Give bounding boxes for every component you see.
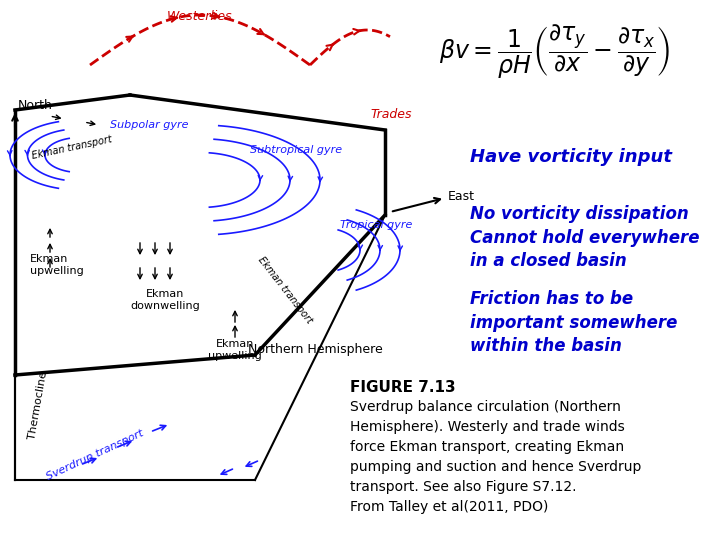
Text: Subtropical gyre: Subtropical gyre [250, 145, 342, 155]
Text: No vorticity dissipation
Cannot hold everywhere
in a closed basin: No vorticity dissipation Cannot hold eve… [470, 205, 700, 270]
Text: FIGURE 7.13: FIGURE 7.13 [350, 380, 456, 395]
Text: Northern Hemisphere: Northern Hemisphere [248, 343, 382, 356]
Text: Thermocline: Thermocline [27, 370, 49, 440]
Text: Subpolar gyre: Subpolar gyre [110, 120, 189, 130]
Text: Ekman transport: Ekman transport [31, 134, 113, 161]
Text: Westerlies: Westerlies [167, 10, 233, 23]
Text: Have vorticity input: Have vorticity input [470, 148, 672, 166]
Text: $\beta v = \dfrac{1}{\rho H}\left(\dfrac{\partial \tau_y}{\partial x} - \dfrac{\: $\beta v = \dfrac{1}{\rho H}\left(\dfrac… [439, 23, 671, 81]
Text: Trades: Trades [370, 109, 412, 122]
Text: Sverdrup balance circulation (Northern
Hemisphere). Westerly and trade winds
for: Sverdrup balance circulation (Northern H… [350, 400, 642, 514]
Text: Ekman
downwelling: Ekman downwelling [130, 289, 200, 311]
Text: Ekman transport: Ekman transport [256, 255, 314, 325]
Text: Ekman
upwelling: Ekman upwelling [30, 254, 84, 276]
Text: Friction has to be
important somewhere
within the basin: Friction has to be important somewhere w… [470, 290, 678, 355]
Text: East: East [448, 190, 475, 202]
Text: Tropical gyre: Tropical gyre [340, 220, 413, 230]
Text: Sverdrup transport: Sverdrup transport [45, 428, 145, 482]
Text: Ekman
upwelling: Ekman upwelling [208, 339, 262, 361]
Text: North: North [18, 99, 53, 112]
